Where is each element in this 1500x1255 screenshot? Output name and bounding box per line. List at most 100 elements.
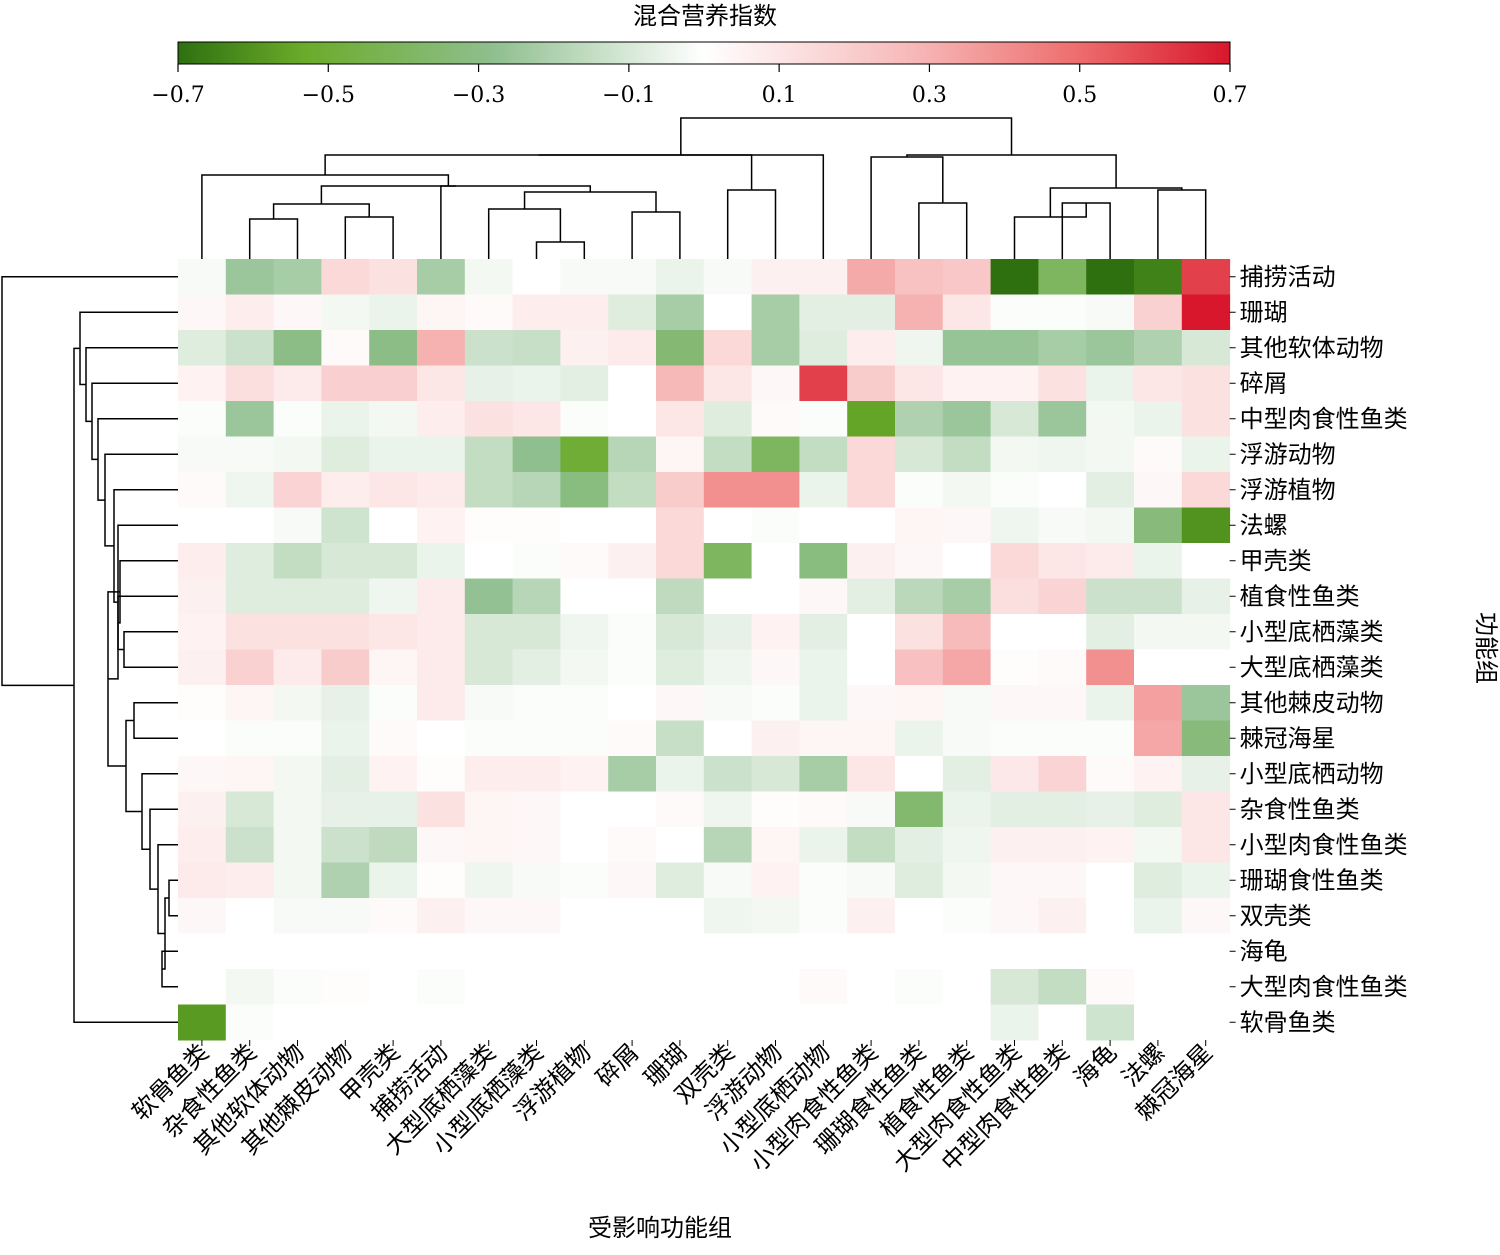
heatmap-cell — [895, 685, 944, 721]
heatmap-cell — [847, 756, 896, 792]
heatmap-cell — [847, 933, 896, 970]
heatmap-cell — [799, 259, 848, 295]
row-dendrogram-link — [168, 879, 178, 917]
heatmap-cell — [321, 649, 370, 686]
heatmap-cell — [1134, 933, 1183, 970]
heatmap-cell — [417, 259, 466, 295]
heatmap-cell — [273, 791, 322, 828]
heatmap-cell — [847, 649, 896, 686]
heatmap-cell — [1086, 756, 1135, 792]
heatmap-cell — [751, 507, 800, 544]
heatmap-cell — [751, 294, 800, 331]
heatmap-cell — [560, 330, 609, 366]
heatmap-cell — [273, 898, 322, 934]
heatmap-cell — [703, 330, 753, 366]
heatmap-cell — [417, 365, 466, 402]
heatmap-cell — [1038, 365, 1087, 402]
row-label: 碎屑 — [1240, 369, 1288, 397]
heatmap-cell — [1086, 507, 1135, 544]
heatmap-cell — [1181, 791, 1231, 828]
heatmap-cell — [1134, 578, 1183, 615]
heatmap-cell — [321, 756, 370, 792]
heatmap-cell — [703, 401, 753, 437]
heatmap-cell — [225, 259, 275, 295]
heatmap-cell — [560, 578, 609, 615]
heatmap-cell — [942, 685, 992, 721]
heatmap-cell — [990, 436, 1039, 473]
heatmap-cell — [560, 685, 609, 721]
heatmap-cell — [560, 756, 609, 792]
heatmap-cell — [417, 933, 466, 970]
heatmap-cell — [656, 720, 705, 757]
heatmap-cell — [321, 898, 370, 934]
heatmap-cell — [417, 898, 466, 934]
heatmap-cell — [512, 614, 561, 650]
heatmap-cell — [895, 543, 944, 579]
heatmap-cell — [417, 472, 466, 508]
heatmap-cell — [178, 365, 227, 402]
row-label: 其他棘皮动物 — [1240, 689, 1384, 717]
heatmap-cell — [656, 649, 705, 686]
heatmap-cell — [560, 543, 609, 579]
heatmap-cell — [703, 649, 753, 686]
heatmap-cell — [464, 791, 514, 828]
heatmap-cell — [751, 578, 800, 615]
heatmap-cell — [942, 933, 992, 970]
row-dendrogram-link — [157, 844, 178, 935]
heatmap-cell — [225, 969, 275, 1005]
heatmap-cell — [321, 720, 370, 757]
row-label: 海龟 — [1240, 937, 1288, 965]
heatmap-cell — [703, 898, 753, 934]
heatmap-cell — [895, 472, 944, 508]
heatmap-cell — [1038, 436, 1087, 473]
heatmap-cell — [608, 720, 657, 757]
heatmap-cell — [990, 507, 1039, 544]
heatmap-cell — [1134, 614, 1183, 650]
column-dendrogram-link — [631, 211, 681, 259]
heatmap-cell — [1086, 1004, 1135, 1041]
heatmap-cell — [464, 898, 514, 934]
row-dendrogram-link — [1, 276, 178, 687]
heatmap-cell — [369, 365, 418, 402]
heatmap-cell — [417, 436, 466, 473]
heatmap-cell — [990, 401, 1039, 437]
heatmap-cell — [273, 1004, 322, 1041]
heatmap-cell — [560, 898, 609, 934]
heatmap-cell — [990, 756, 1039, 792]
heatmap-cell — [608, 862, 657, 899]
heatmap-cell — [1181, 720, 1231, 757]
row-dendrogram-link — [104, 453, 178, 547]
row-dendrogram-link — [117, 595, 178, 651]
heatmap-cell — [560, 720, 609, 757]
heatmap-cell — [942, 898, 992, 934]
heatmap-cell — [799, 862, 848, 899]
colorbar-tick-label: −0.7 — [151, 83, 204, 108]
heatmap-cell — [369, 827, 418, 863]
heatmap-cell — [990, 578, 1039, 615]
heatmap-cell — [417, 507, 466, 544]
heatmap-cell — [1086, 685, 1135, 721]
column-dendrogram-link — [440, 185, 456, 259]
heatmap-cell — [464, 720, 514, 757]
heatmap-cell — [1134, 330, 1183, 366]
heatmap-cell — [512, 827, 561, 863]
heatmap-cell — [751, 1004, 800, 1041]
heatmap-cell — [1134, 1004, 1183, 1041]
heatmap-cell — [369, 401, 418, 437]
heatmap-cell — [656, 898, 705, 934]
heatmap-cell — [178, 436, 227, 473]
heatmap-cell — [1038, 1004, 1087, 1041]
column-dendrogram-link — [535, 241, 586, 259]
heatmap-cell — [942, 862, 992, 899]
heatmap-cell — [178, 401, 227, 437]
heatmap-cell — [1134, 649, 1183, 686]
heatmap-cell — [178, 330, 227, 366]
heatmap-cell — [1038, 898, 1087, 934]
heatmap-cell — [1181, 294, 1231, 331]
row-dendrogram-link — [123, 631, 178, 668]
heatmap-cell — [847, 472, 896, 508]
heatmap-cell — [178, 294, 227, 331]
heatmap-cell — [369, 933, 418, 970]
heatmap-cell — [656, 862, 705, 899]
